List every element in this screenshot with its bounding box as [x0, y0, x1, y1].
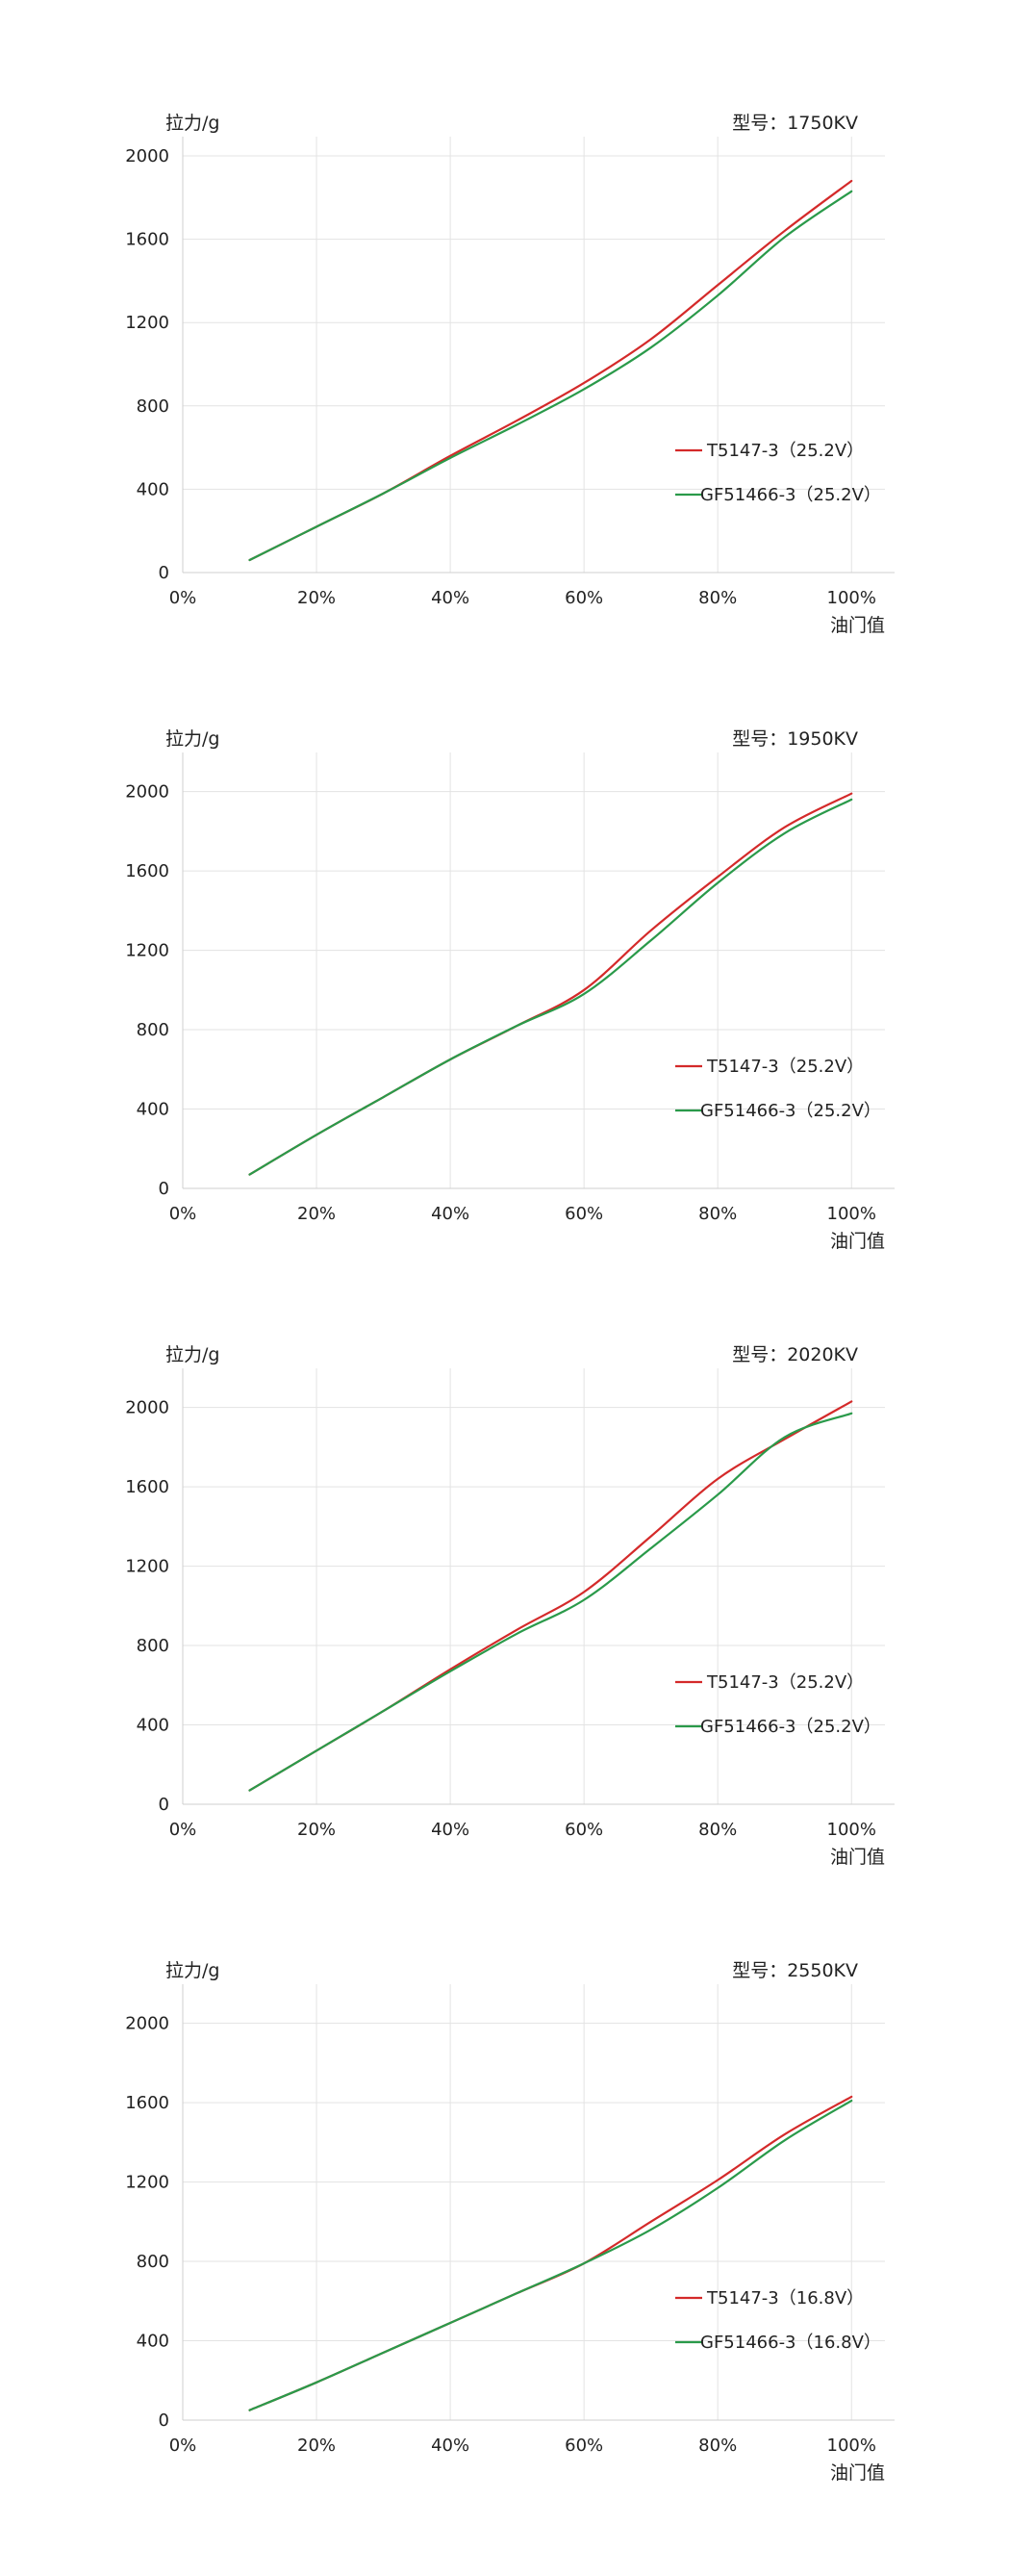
- x-tick-label: 40%: [431, 2436, 469, 2456]
- model-label: 型号：2020KV: [732, 1344, 858, 1365]
- legend-entry: T5147-3（16.8V）: [706, 2288, 864, 2308]
- grid: [183, 752, 885, 1188]
- x-tick-label: 100%: [827, 1820, 876, 1840]
- y-tick-label: 1200: [125, 2173, 169, 2193]
- y-tick-label: 800: [137, 396, 169, 417]
- x-tick-label: 0%: [169, 1820, 197, 1840]
- series-line-gf51466: [248, 2099, 853, 2411]
- model-label: 型号：1950KV: [732, 728, 858, 750]
- series-line-gf51466: [248, 1412, 853, 1792]
- x-tick-label: 100%: [827, 2436, 876, 2456]
- y-tick-label: 0: [159, 1179, 169, 1199]
- series-line-gf51466: [248, 190, 853, 562]
- model-label: 型号：1750KV: [732, 113, 858, 134]
- x-tick-label: 0%: [169, 2436, 197, 2456]
- x-axis-title: 油门值: [830, 1231, 885, 1252]
- chart-panel: 拉力/g 型号：2550KV 油门值 0 400 800 1200 1600 2000 0% 20%…: [0, 1944, 1035, 2540]
- x-tick-label: 80%: [698, 1204, 737, 1224]
- series-line-gf51466: [248, 798, 853, 1176]
- y-tick-label: 800: [137, 1636, 169, 1656]
- x-tick-label: 40%: [431, 588, 469, 608]
- chart-panel: 拉力/g 型号：1750KV 油门值 0 400 800 1200 1600 2000 0% 20%…: [0, 96, 1035, 693]
- legend-entry: GF51466-3（25.2V）: [700, 485, 881, 505]
- x-tick-label: 0%: [169, 588, 197, 608]
- x-tick-label: 80%: [698, 588, 737, 608]
- x-tick-label: 40%: [431, 1204, 469, 1224]
- x-tick-label: 60%: [565, 1204, 603, 1224]
- x-axis-title: 油门值: [830, 2462, 885, 2484]
- grid: [183, 1368, 885, 1804]
- x-axis-title: 油门值: [830, 1847, 885, 1868]
- x-tick-label: 20%: [297, 1204, 336, 1224]
- x-tick-label: 80%: [698, 1820, 737, 1840]
- y-tick-label: 800: [137, 1020, 169, 1040]
- legend-entry: GF51466-3（25.2V）: [700, 1101, 881, 1121]
- y-axis-title: 拉力/g: [165, 1344, 219, 1365]
- y-tick-label: 2000: [125, 146, 169, 166]
- chart-panel: 拉力/g 型号：2020KV 油门值 0 400 800 1200 1600 2000 0% 20%…: [0, 1328, 1035, 1925]
- legend-entry: T5147-3（25.2V）: [706, 441, 864, 461]
- legend-entry: GF51466-3（16.8V）: [700, 2333, 881, 2353]
- x-tick-label: 60%: [565, 2436, 603, 2456]
- y-tick-label: 800: [137, 2252, 169, 2272]
- grid: [183, 1984, 885, 2420]
- x-tick-label: 40%: [431, 1820, 469, 1840]
- x-tick-label: 20%: [297, 1820, 336, 1840]
- y-tick-label: 0: [159, 563, 169, 583]
- legend-entry: T5147-3（25.2V）: [706, 1057, 864, 1077]
- x-tick-label: 20%: [297, 2436, 336, 2456]
- chart-svg: 拉力/g 型号：2550KV 油门值 0 400 800 1200 1600 2000 0% 20%…: [125, 1960, 895, 2484]
- y-tick-label: 1200: [125, 1557, 169, 1577]
- legend-entry: GF51466-3（25.2V）: [700, 1717, 881, 1737]
- series-line-t5147: [248, 2095, 853, 2411]
- y-tick-label: 2000: [125, 1398, 169, 1418]
- y-tick-label: 1200: [125, 941, 169, 961]
- y-axis-title: 拉力/g: [165, 113, 219, 134]
- x-tick-label: 60%: [565, 588, 603, 608]
- y-tick-label: 1600: [125, 230, 169, 250]
- y-axis-title: 拉力/g: [165, 1960, 219, 1981]
- y-tick-label: 400: [137, 479, 169, 499]
- y-tick-label: 400: [137, 2332, 169, 2352]
- y-tick-label: 400: [137, 1716, 169, 1736]
- x-axis-title: 油门值: [830, 615, 885, 636]
- x-tick-label: 20%: [297, 588, 336, 608]
- x-tick-label: 100%: [827, 588, 876, 608]
- y-tick-label: 0: [159, 1795, 169, 1815]
- y-tick-label: 1600: [125, 861, 169, 881]
- x-tick-label: 80%: [698, 2436, 737, 2456]
- y-axis-title: 拉力/g: [165, 728, 219, 750]
- y-tick-label: 400: [137, 1100, 169, 1120]
- model-label: 型号：2550KV: [732, 1960, 858, 1981]
- chart-panel: 拉力/g 型号：1950KV 油门值 0 400 800 1200 1600 2000 0% 20%…: [0, 712, 1035, 1309]
- x-tick-label: 100%: [827, 1204, 876, 1224]
- x-tick-label: 60%: [565, 1820, 603, 1840]
- grid: [183, 137, 885, 573]
- y-tick-label: 1600: [125, 2093, 169, 2113]
- y-tick-label: 0: [159, 2410, 169, 2431]
- chart-svg: 拉力/g 型号：1950KV 油门值 0 400 800 1200 1600 2000 0% 20%…: [125, 728, 895, 1252]
- legend-entry: T5147-3（25.2V）: [706, 1672, 864, 1693]
- chart-svg: 拉力/g 型号：1750KV 油门值 0 400 800 1200 1600 2000 0% 20%…: [125, 113, 895, 636]
- y-tick-label: 2000: [125, 2014, 169, 2034]
- y-tick-label: 1600: [125, 1477, 169, 1497]
- chart-svg: 拉力/g 型号：2020KV 油门值 0 400 800 1200 1600 2000 0% 20%…: [125, 1344, 895, 1868]
- y-tick-label: 1200: [125, 313, 169, 333]
- x-tick-label: 0%: [169, 1204, 197, 1224]
- y-tick-label: 2000: [125, 782, 169, 803]
